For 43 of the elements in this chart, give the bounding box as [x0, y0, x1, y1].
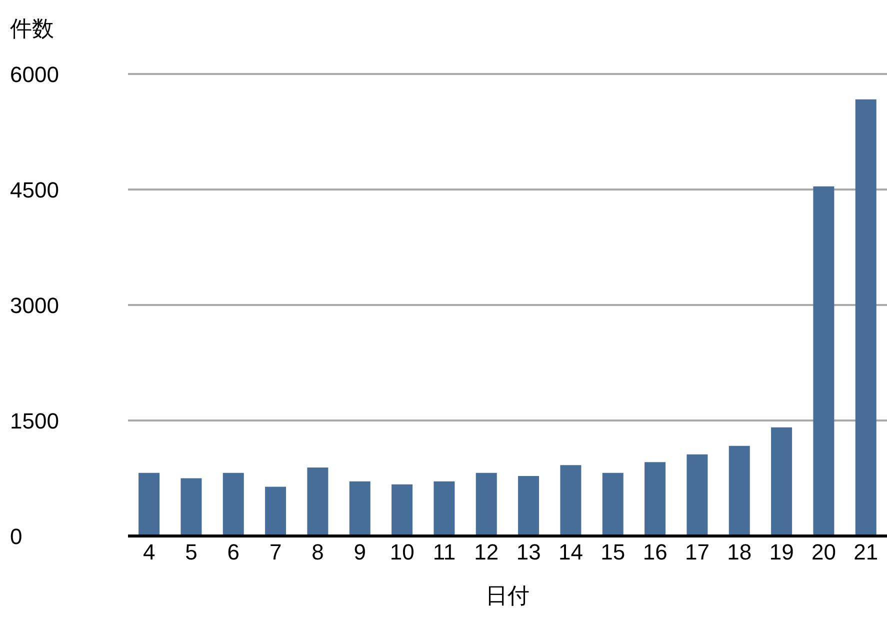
x-tick-label: 6 [227, 540, 240, 565]
y-tick-label: 4500 [10, 177, 59, 202]
bar [686, 454, 708, 536]
x-tick-label: 14 [558, 540, 583, 565]
x-tick-label: 4 [142, 540, 156, 565]
bar [476, 472, 497, 536]
y-tick-label: 0 [10, 524, 22, 549]
bar [222, 472, 244, 536]
bar [728, 446, 750, 536]
x-tick-label: 5 [185, 540, 198, 565]
bar [434, 481, 455, 536]
x-tick-label: 18 [727, 540, 752, 565]
x-tick-label: 9 [354, 540, 366, 565]
y-tick-label: 3000 [10, 292, 59, 318]
bar [518, 476, 540, 536]
x-axis-title: 日付 [486, 583, 530, 608]
x-tick-label: 8 [312, 540, 324, 565]
x-tick-label: 19 [769, 540, 794, 565]
y-axis-title: 件数 [10, 15, 54, 43]
bar [349, 481, 370, 536]
bar [602, 472, 624, 536]
bar [644, 462, 666, 536]
bar [813, 186, 834, 536]
x-tick-label: 7 [269, 540, 282, 565]
bar [138, 472, 160, 536]
x-tick-label: 12 [474, 540, 499, 565]
x-tick-label: 20 [812, 540, 836, 565]
bar [560, 465, 582, 536]
x-tick-label: 17 [685, 540, 710, 565]
bar [180, 478, 202, 536]
bar [392, 484, 413, 536]
x-tick-label: 11 [432, 540, 456, 565]
x-tick-label: 15 [600, 540, 626, 565]
x-tick-label: 21 [854, 540, 878, 565]
x-tick-label: 13 [516, 540, 541, 565]
x-tick-label: 10 [390, 540, 414, 565]
bar [771, 427, 792, 536]
y-tick-label: 1500 [10, 408, 59, 434]
bar [307, 467, 328, 536]
bar [855, 99, 876, 536]
bar [265, 486, 286, 536]
x-tick-label: 16 [642, 540, 668, 565]
y-tick-label: 6000 [10, 62, 59, 87]
